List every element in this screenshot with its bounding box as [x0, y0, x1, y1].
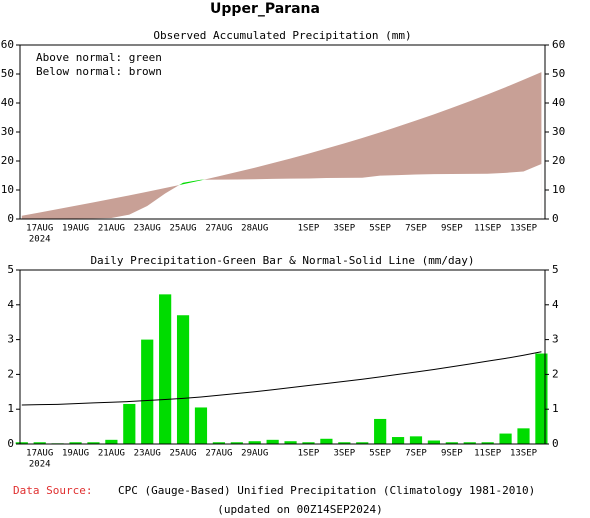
bar	[69, 442, 82, 444]
y-tick-label-left: 50	[1, 67, 14, 80]
y-tick-label-left: 4	[7, 298, 14, 311]
y-tick-label-left: 10	[1, 183, 14, 196]
bar	[141, 339, 154, 444]
bar	[194, 407, 208, 444]
bar	[302, 442, 315, 444]
bar	[284, 441, 297, 444]
bar	[535, 353, 548, 444]
bar	[409, 436, 423, 444]
x-tick-label: 19AUG	[62, 224, 89, 234]
x-tick-label: 28AUG	[241, 224, 268, 234]
bar	[87, 442, 100, 444]
x-tick-label: 23AUG	[134, 449, 161, 459]
y-tick-label-left: 1	[7, 402, 14, 415]
legend-entry: Above normal: green	[36, 51, 162, 64]
updated: (updated on 00Z14SEP2024)	[217, 503, 383, 516]
x-year-label: 2024	[29, 235, 51, 245]
x-tick-label: 11SEP	[474, 224, 502, 234]
bar	[230, 442, 243, 444]
y-tick-label-left: 60	[1, 38, 14, 51]
y-tick-label-right: 10	[552, 183, 565, 196]
y-tick-label-right: 30	[552, 125, 565, 138]
bar	[338, 442, 351, 444]
y-tick-label-left: 5	[7, 263, 14, 276]
x-tick-label: 9SEP	[441, 449, 463, 459]
y-tick-label-left: 40	[1, 96, 14, 109]
x-tick-label: 5SEP	[369, 449, 391, 459]
bar	[481, 442, 494, 444]
y-tick-label-left: 20	[1, 154, 14, 167]
bar	[463, 442, 476, 444]
y-tick-label-left: 3	[7, 333, 14, 346]
x-tick-label: 3SEP	[333, 449, 355, 459]
bar	[176, 315, 190, 444]
bar	[248, 441, 261, 444]
bar	[123, 403, 136, 444]
bar	[105, 439, 118, 444]
x-tick-label: 27AUG	[205, 449, 232, 459]
y-tick-label-left: 0	[7, 212, 14, 225]
legend-entry: Below normal: brown	[36, 65, 162, 78]
bar	[427, 440, 440, 444]
page-title: Upper_Parana	[210, 1, 320, 17]
x-tick-label: 1SEP	[298, 224, 320, 234]
observed-area-mask	[21, 164, 542, 219]
y-tick-label-right: 20	[552, 154, 565, 167]
bar	[374, 418, 387, 444]
y-tick-label-right: 4	[552, 298, 559, 311]
y-tick-label-left: 0	[7, 437, 14, 450]
normal-line	[21, 351, 542, 406]
bar	[356, 442, 369, 444]
x-tick-label: 7SEP	[405, 224, 427, 234]
y-tick-label-left: 2	[7, 367, 14, 380]
bar	[15, 442, 28, 444]
x-tick-label: 23AUG	[134, 224, 161, 234]
y-tick-label-left: 30	[1, 125, 14, 138]
bar	[391, 437, 405, 444]
y-tick-label-right: 0	[552, 437, 559, 450]
bar	[266, 439, 279, 444]
x-tick-label: 1SEP	[298, 449, 320, 459]
y-tick-label-right: 60	[552, 38, 565, 51]
x-tick-label: 11SEP	[474, 449, 502, 459]
x-tick-label: 17AUG	[26, 224, 53, 234]
chart-title: Daily Precipitation-Green Bar & Normal-S…	[90, 254, 474, 267]
x-tick-label: 19AUG	[62, 449, 89, 459]
x-tick-label: 9SEP	[441, 224, 463, 234]
bar	[212, 442, 225, 444]
x-tick-label: 25AUG	[170, 224, 197, 234]
x-tick-label: 13SEP	[510, 449, 538, 459]
bar	[445, 442, 458, 444]
y-tick-label-right: 40	[552, 96, 565, 109]
y-tick-label-right: 2	[552, 367, 559, 380]
x-tick-label: 29AUG	[241, 449, 268, 459]
bar	[320, 438, 333, 444]
bar	[159, 294, 172, 444]
y-tick-label-right: 0	[552, 212, 559, 225]
x-tick-label: 17AUG	[26, 449, 53, 459]
plot-frame	[19, 269, 546, 445]
x-tick-label: 7SEP	[405, 449, 427, 459]
source: CPC (Gauge-Based) Unified Precipitation …	[118, 484, 535, 497]
x-year-label: 2024	[29, 460, 51, 470]
x-tick-label: 3SEP	[333, 224, 355, 234]
x-tick-label: 13SEP	[510, 224, 538, 234]
source-label: Data Source:	[13, 484, 92, 497]
x-tick-label: 25AUG	[170, 449, 197, 459]
y-tick-label-right: 3	[552, 333, 559, 346]
y-tick-label-right: 5	[552, 263, 559, 276]
bar	[499, 433, 512, 444]
x-tick-label: 27AUG	[205, 224, 232, 234]
chart-title: Observed Accumulated Precipitation (mm)	[153, 29, 411, 42]
x-tick-label: 21AUG	[98, 449, 125, 459]
y-tick-label-right: 50	[552, 67, 565, 80]
x-tick-label: 5SEP	[369, 224, 391, 234]
bar	[517, 428, 530, 444]
x-tick-label: 21AUG	[98, 224, 125, 234]
bar	[33, 442, 46, 444]
y-tick-label-right: 1	[552, 402, 559, 415]
